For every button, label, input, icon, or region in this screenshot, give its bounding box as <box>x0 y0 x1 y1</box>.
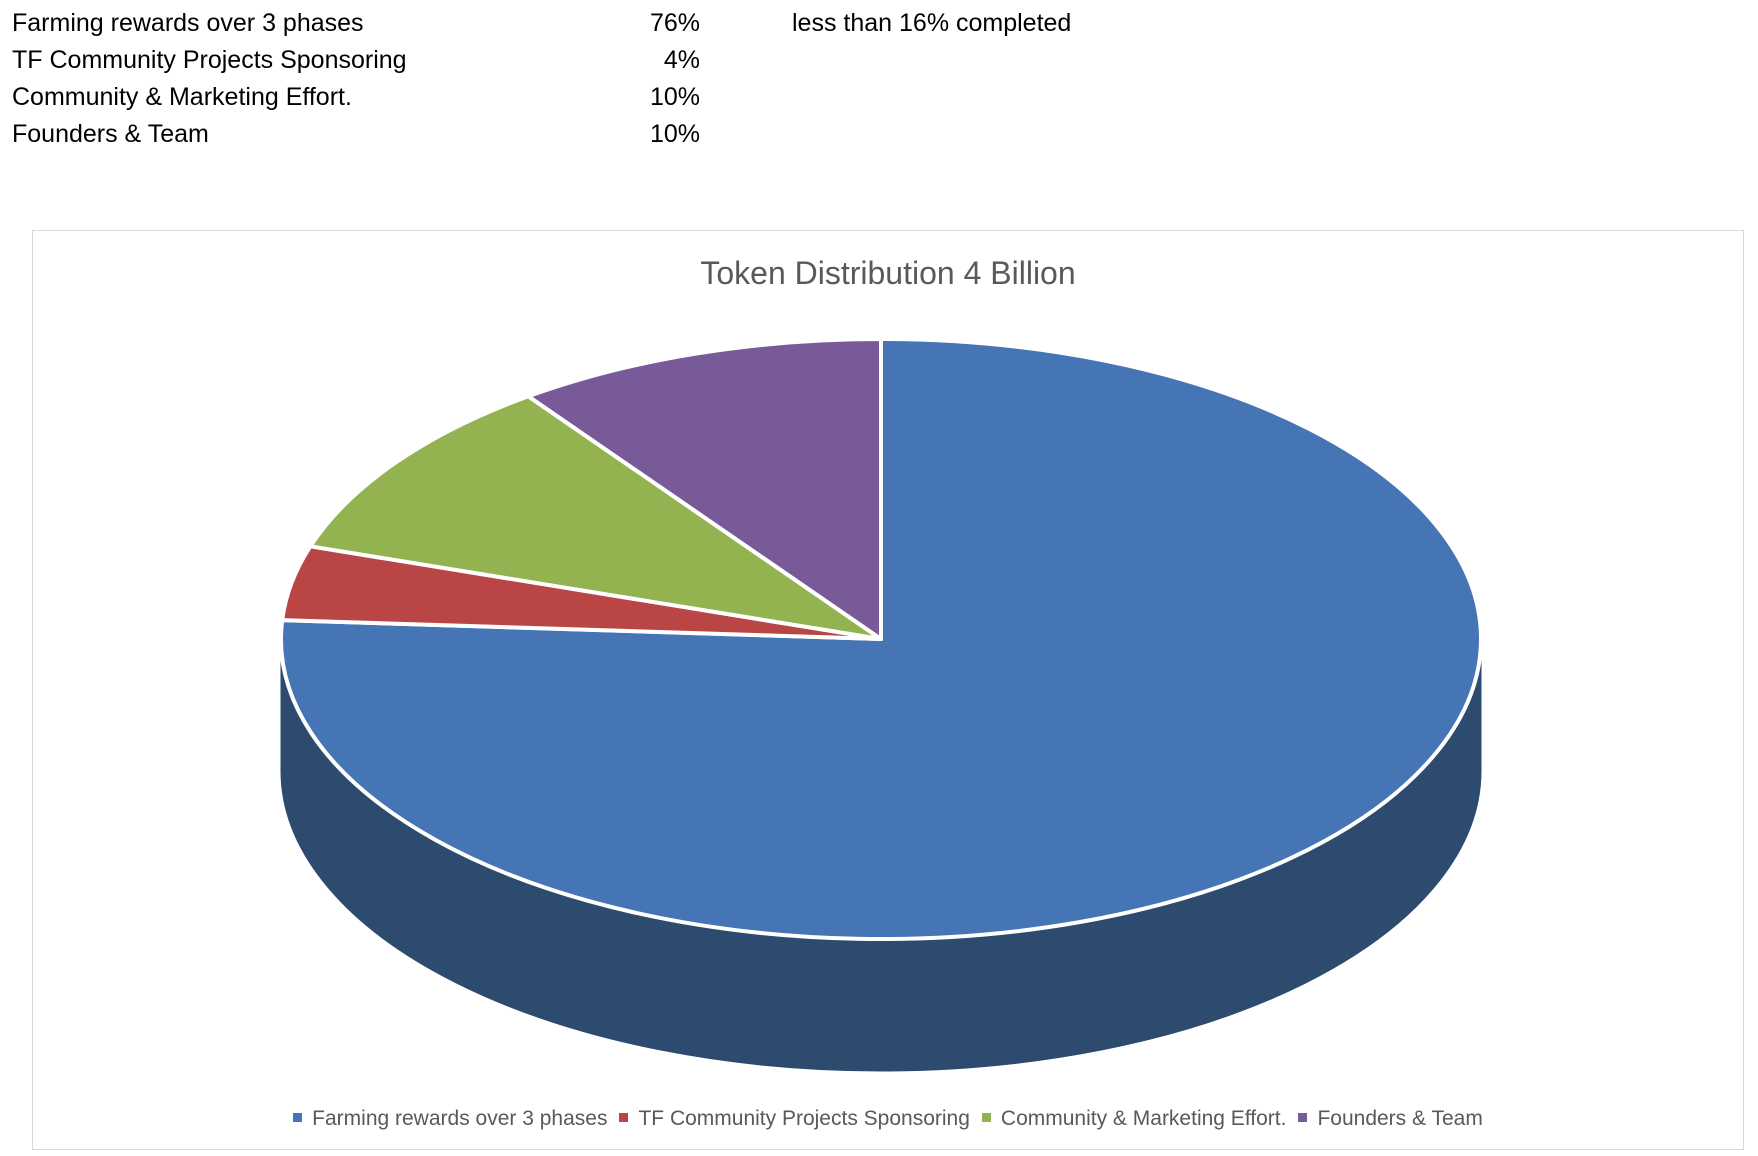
legend-label: Community & Marketing Effort. <box>1000 1107 1287 1130</box>
table-row-percent: 4% <box>663 46 700 74</box>
table-row-label: Farming rewards over 3 phases <box>12 9 364 37</box>
table-row-note: less than 16% completed <box>792 9 1072 37</box>
table-row-label: TF Community Projects Sponsoring <box>12 46 407 74</box>
legend-swatch <box>293 1112 303 1122</box>
legend-swatch <box>981 1112 991 1122</box>
legend-item-founders-and-team: Founders & Team <box>1298 1107 1483 1131</box>
legend-item-community-and-marketing-effort: Community & Marketing Effort. <box>981 1107 1287 1131</box>
legend-label: Farming rewards over 3 phases <box>312 1107 608 1130</box>
chart-area: Token Distribution 4 Billion Farming rew… <box>32 230 1744 1150</box>
legend-swatch <box>1298 1112 1308 1122</box>
legend-item-tf-community-projects-sponsoring: TF Community Projects Sponsoring <box>619 1107 970 1131</box>
legend-label: Founders & Team <box>1317 1107 1483 1130</box>
legend-swatch <box>619 1112 629 1122</box>
chart-legend: Farming rewards over 3 phases TF Communit… <box>33 1107 1743 1131</box>
table-row-label: Community & Marketing Effort. <box>12 83 352 111</box>
legend-label: TF Community Projects Sponsoring <box>638 1107 970 1130</box>
pie-chart <box>279 337 1483 1072</box>
legend-item-farming-rewards-over-3-phases: Farming rewards over 3 phases <box>293 1107 607 1131</box>
table-row-percent: 76% <box>649 9 700 37</box>
pie-slice-farming-rewards-over-3-phases <box>279 337 1483 941</box>
pie-slice-community-and-marketing-effort <box>308 394 883 641</box>
table-row-label: Founders & Team <box>12 120 209 148</box>
table-row-percent: 10% <box>649 120 700 148</box>
pie-slice-founders-and-team <box>526 337 883 641</box>
chart-title: Token Distribution 4 Billion <box>700 255 1076 291</box>
table-row-percent: 10% <box>649 83 700 111</box>
